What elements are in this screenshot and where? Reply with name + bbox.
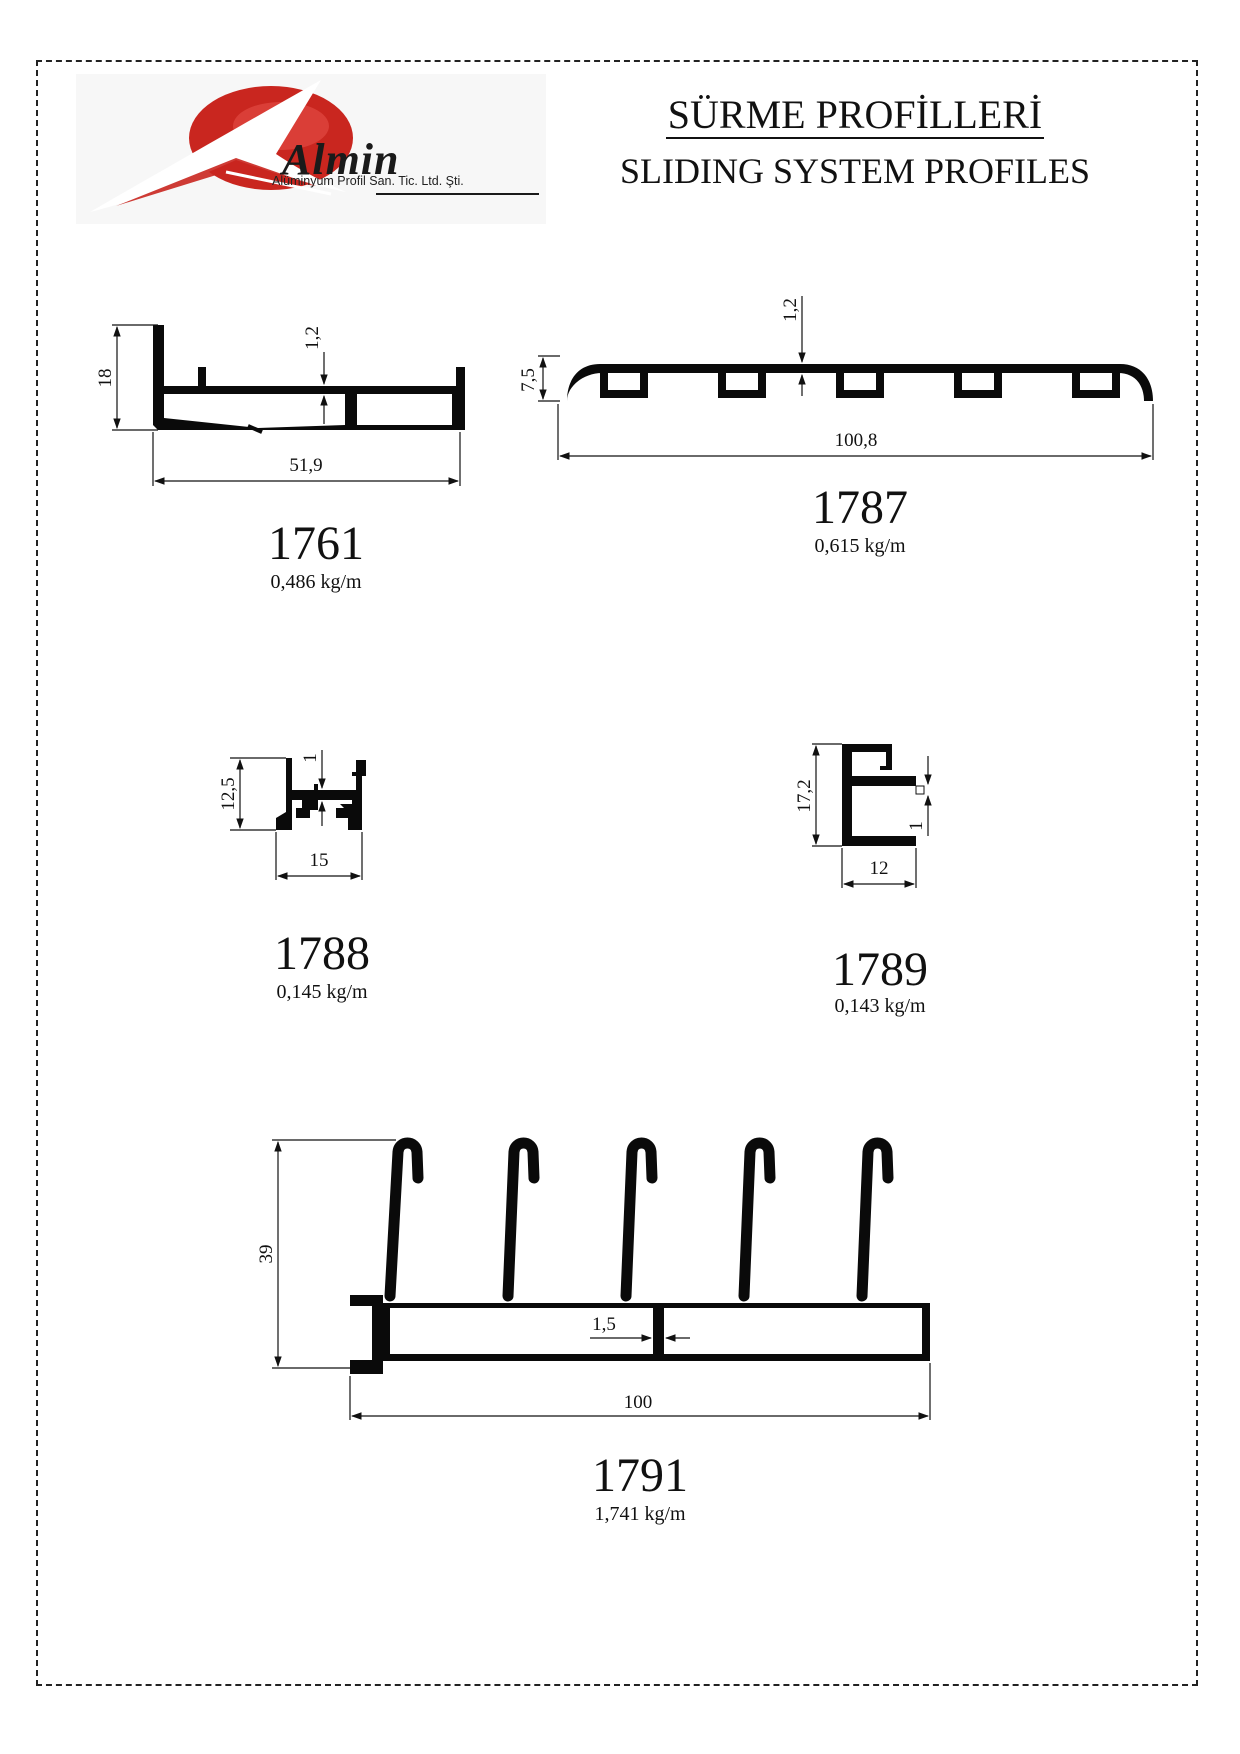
dim-1791-width: 100: [624, 1392, 653, 1413]
profile-1789-code: 1789: [832, 943, 928, 996]
dim-1788-wall: 1: [300, 753, 321, 763]
profile-1791-code: 1791: [592, 1449, 688, 1502]
dim-1788-height: 12,5: [218, 777, 239, 810]
company-logo: Almin Alüminyum Profil San. Tic. Ltd. Şt…: [76, 74, 546, 224]
dim-1761-wall: 1,2: [302, 326, 323, 350]
profile-1761-code: 1761: [268, 517, 364, 570]
profile-1787-drawing: 7,5 1,2 100,8: [518, 296, 1154, 460]
page-border: [36, 60, 1198, 1686]
page-title-turkish: SÜRME PROFİLLERİ: [560, 92, 1150, 139]
profile-1788-drawing: 12,5 1 15: [218, 750, 366, 880]
company-name: Almin: [282, 135, 400, 184]
dim-1761-width: 51,9: [289, 455, 322, 476]
dim-1789-wall: 1: [906, 821, 927, 831]
title-tr-text: SÜRME PROFİLLERİ: [665, 92, 1045, 139]
dim-1789-width: 12: [870, 858, 889, 879]
dim-1788-width: 15: [310, 850, 329, 871]
profile-1789-drawing: 17,2 1 12: [794, 743, 932, 888]
profile-1791-drawing: 39 1,5 100: [256, 1137, 931, 1420]
dim-1787-width: 100,8: [835, 430, 878, 451]
company-subtitle: Alüminyum Profil San. Tic. Ltd. Şti.: [272, 174, 464, 188]
profile-1791-weight: 1,741 kg/m: [594, 1503, 686, 1525]
profile-1789-weight: 0,143 kg/m: [834, 995, 926, 1017]
dim-1761-height: 18: [95, 369, 116, 388]
profile-1787-weight: 0,615 kg/m: [814, 535, 906, 557]
dim-1787-height: 7,5: [518, 368, 539, 392]
profile-1761-drawing: 18 1,2 51,9: [95, 324, 465, 486]
dim-1791-height: 39: [256, 1245, 277, 1264]
profile-1761-weight: 0,486 kg/m: [270, 571, 362, 593]
dim-1791-wall: 1,5: [592, 1314, 616, 1335]
profile-1787-code: 1787: [812, 481, 908, 534]
profile-1788-weight: 0,145 kg/m: [276, 981, 368, 1003]
page-title-english: SLIDING SYSTEM PROFILES: [619, 151, 1091, 191]
dim-1787-wall: 1,2: [780, 298, 801, 322]
profile-1788-code: 1788: [274, 927, 370, 980]
logo-mark-icon: [90, 80, 539, 212]
dim-1789-height: 17,2: [794, 779, 815, 812]
